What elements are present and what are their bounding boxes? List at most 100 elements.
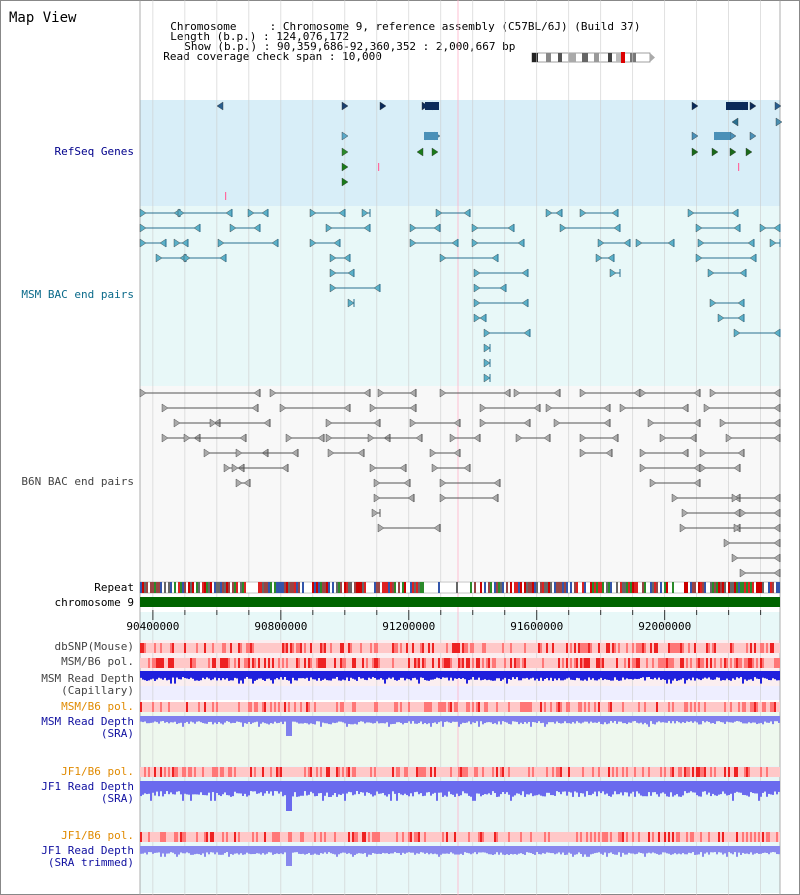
pol-cell: [504, 643, 506, 653]
depth-bar: [394, 716, 396, 724]
depth-bar: [660, 671, 662, 680]
repeat-block: [354, 582, 356, 593]
pol-cell: [148, 658, 150, 668]
pol-cell: [400, 658, 402, 668]
pol-cell: [614, 832, 616, 842]
pol-cell: [210, 702, 212, 712]
pol-cell: [238, 767, 240, 777]
pol-cell: [418, 643, 420, 653]
depth-bar: [720, 671, 722, 681]
pol-cell: [670, 702, 672, 712]
pol-cell: [544, 767, 546, 777]
msm-bac-end: [483, 358, 491, 368]
depth-bar: [332, 846, 334, 854]
pol-cell: [578, 658, 580, 668]
depth-bar: [352, 671, 354, 679]
pol-cell: [256, 643, 258, 653]
pol-cell: [382, 767, 384, 777]
pol-cell: [442, 767, 444, 777]
depth-bar: [280, 716, 282, 722]
depth-bar: [664, 781, 666, 794]
chromosome-ideogram[interactable]: [530, 52, 656, 64]
pol-cell: [438, 767, 440, 777]
pol-cell: [564, 832, 566, 842]
pol-cell: [482, 767, 484, 777]
depth-bar: [264, 716, 266, 724]
pol-cell: [328, 767, 330, 777]
pol-cell: [650, 832, 652, 842]
pol-cell: [342, 643, 344, 653]
pol-cell: [374, 832, 376, 842]
pol-cell: [246, 643, 248, 653]
msm-bac-end: [579, 208, 587, 218]
depth-bar: [404, 781, 406, 794]
pol-cell: [572, 643, 574, 653]
track-label-refseq[interactable]: RefSeq Genes: [54, 145, 134, 158]
msm-bac-end: [329, 268, 337, 278]
pol-cell: [272, 702, 274, 712]
depth-bar: [366, 781, 368, 793]
depth-bar: [662, 781, 664, 793]
refseq-genes-track[interactable]: [140, 100, 783, 206]
pol-cell: [162, 832, 164, 842]
b6n-bac-end: [719, 418, 727, 428]
depth-bar: [496, 671, 498, 679]
depth-bar: [236, 846, 238, 854]
depth-bar: [768, 671, 770, 681]
depth-bar: [676, 781, 678, 795]
pol-cell: [764, 643, 766, 653]
depth-bar: [600, 716, 602, 724]
b6n-bac-track[interactable]: [139, 386, 781, 581]
depth-bar: [386, 671, 388, 680]
depth-bar: [358, 846, 360, 854]
depth-bar: [528, 716, 530, 722]
pol-cell: [430, 658, 432, 668]
depth-bar: [446, 781, 448, 797]
depth-bar: [610, 846, 612, 853]
pol-cell: [236, 832, 238, 842]
pol-cell: [344, 702, 346, 712]
depth-bar: [600, 671, 602, 678]
track-label-b6n-bac[interactable]: B6N BAC end pairs: [21, 475, 134, 488]
depth-bar: [776, 846, 778, 855]
depth-bar: [422, 716, 424, 725]
pol-cell: [236, 643, 238, 653]
depth-bar: [302, 716, 304, 724]
repeat-block: [598, 582, 600, 593]
depth-bar: [520, 846, 522, 854]
pol-cell: [680, 643, 682, 653]
pol-cell: [428, 832, 430, 842]
depth-bar: [750, 781, 752, 793]
pol-cell: [206, 702, 208, 712]
pol-cell: [436, 643, 438, 653]
pol-cell: [694, 767, 696, 777]
depth-bar: [704, 781, 706, 792]
pol-cell: [354, 702, 356, 712]
pol-cell: [270, 658, 272, 668]
depth-bar: [350, 671, 352, 678]
pol-cell: [728, 702, 730, 712]
depth-bar: [694, 781, 696, 793]
repeat-block: [362, 582, 364, 593]
pol-cell: [214, 832, 216, 842]
depth-bar: [286, 781, 288, 811]
pol-cell: [242, 832, 244, 842]
depth-bar: [438, 716, 440, 723]
pol-cell: [202, 658, 204, 668]
msm-bac-track[interactable]: [139, 206, 781, 386]
depth-bar: [274, 716, 276, 722]
pol-cell: [224, 702, 226, 712]
depth-bar: [376, 846, 378, 854]
track-label-msm-bac[interactable]: MSM BAC end pairs: [21, 288, 134, 301]
msm-bac-end: [749, 253, 757, 263]
depth-bar: [766, 846, 768, 853]
depth-bar: [426, 671, 428, 681]
pol-cell: [588, 658, 590, 668]
depth-bar: [690, 781, 692, 792]
depth-bar: [376, 671, 378, 680]
pol-cell: [550, 643, 552, 653]
depth-bar: [498, 671, 500, 679]
depth-bar: [156, 671, 158, 680]
pol-cell: [256, 658, 258, 668]
pol-cell: [746, 832, 748, 842]
